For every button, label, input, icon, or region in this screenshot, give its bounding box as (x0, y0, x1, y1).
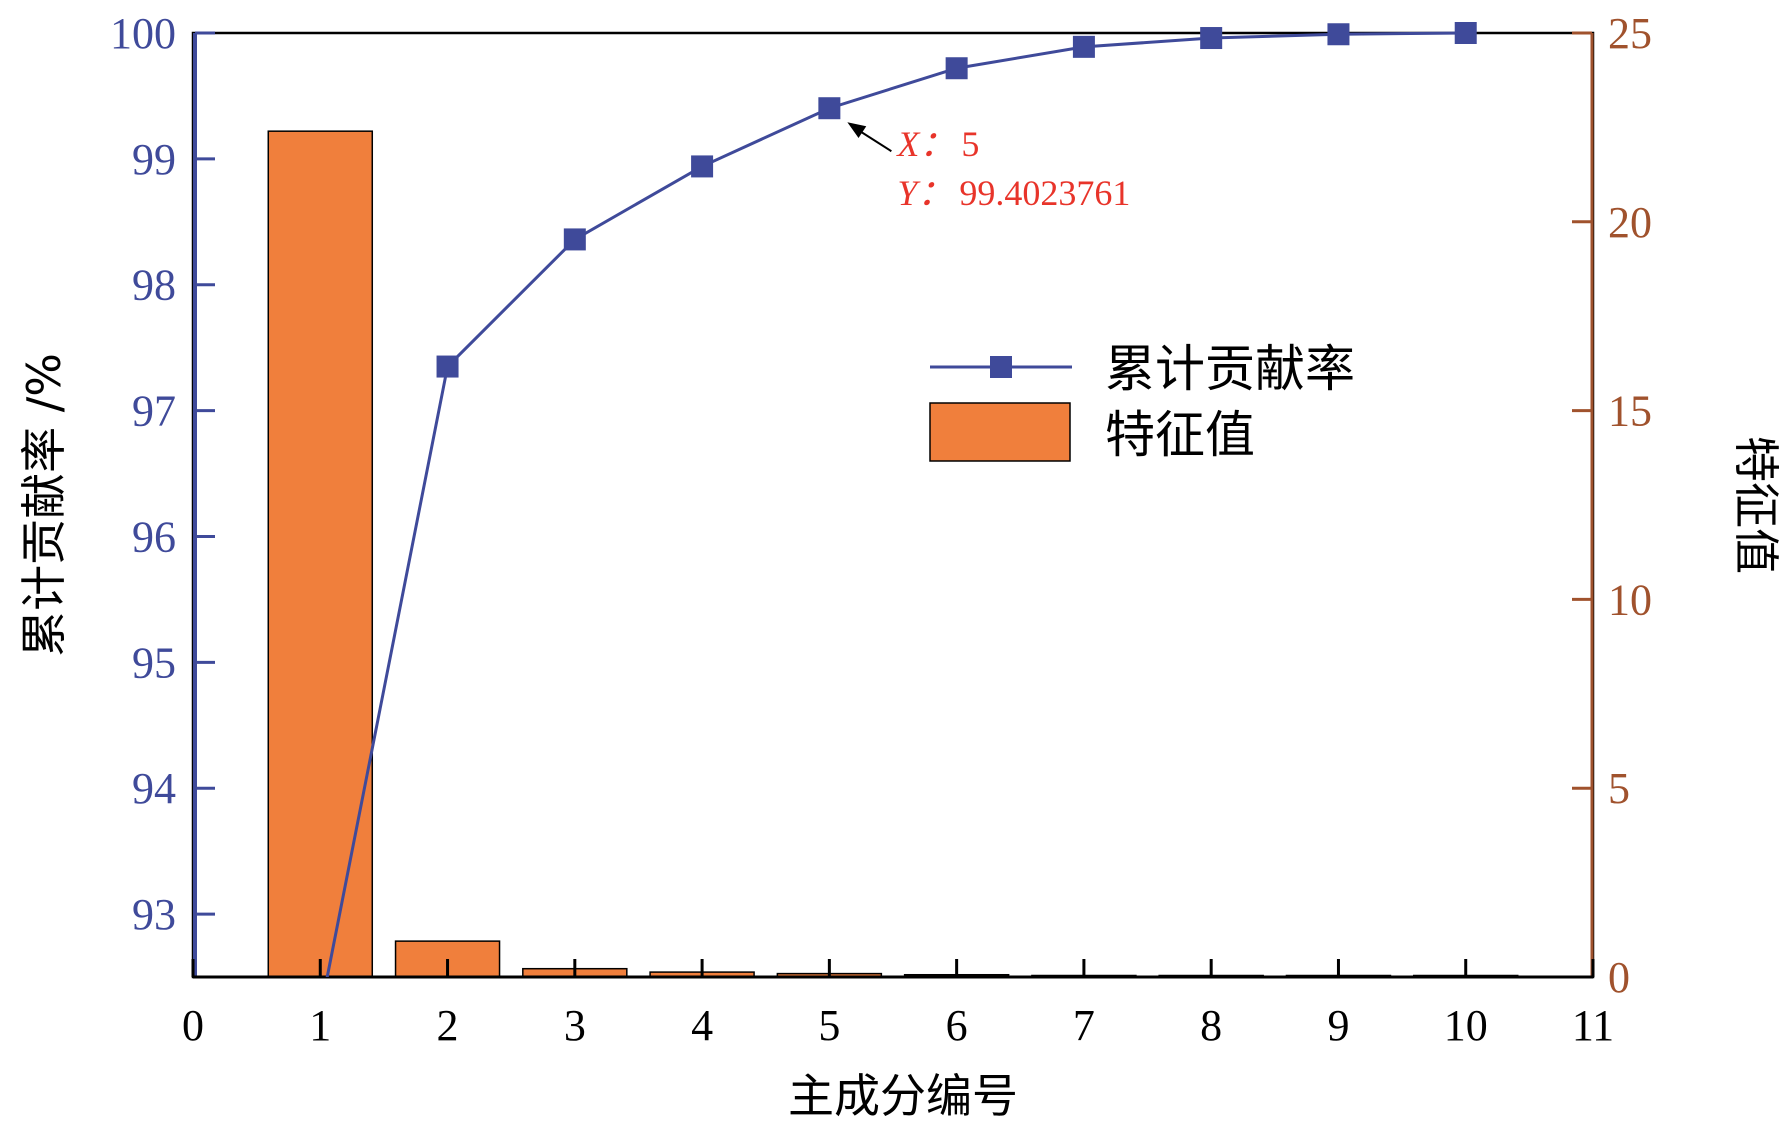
annotation-x: X： 5 (895, 124, 979, 164)
left-axis: 93 94 95 96 97 98 99 100 (110, 9, 215, 977)
left-tick-label-97: 97 (132, 387, 176, 436)
x-tick-label-10: 10 (1444, 1001, 1488, 1050)
x-tick-label-11: 11 (1572, 1001, 1614, 1050)
right-axis: 0 5 10 15 20 25 (1572, 9, 1652, 1002)
y-right-axis-title: 特征值 (1729, 436, 1779, 574)
cumulative-contribution-line (325, 31, 1466, 977)
x-tick-label-0: 0 (182, 1001, 204, 1050)
annotation-x-value: 5 (961, 124, 979, 164)
x-tick-label-8: 8 (1200, 1001, 1222, 1050)
left-tick-label-99: 99 (132, 135, 176, 184)
left-tick-label-95: 95 (132, 638, 176, 687)
legend-bar-swatch (929, 402, 1071, 462)
bar-1 (267, 130, 374, 978)
x-tick-label-4: 4 (691, 1001, 713, 1050)
right-tick-label-15: 15 (1608, 387, 1652, 436)
plot-frame (191, 31, 1595, 979)
line-marker-8 (1200, 27, 1223, 50)
x-tick-label-3: 3 (564, 1001, 586, 1050)
right-tick-label-20: 20 (1608, 198, 1652, 247)
annotation-arrow-head (847, 122, 867, 138)
line-marker-4 (691, 155, 714, 178)
right-tick-label-5: 5 (1608, 764, 1630, 813)
left-tick-label-94: 94 (132, 764, 176, 813)
right-tick-label-25: 25 (1608, 9, 1652, 58)
eigenvalue-bars (267, 130, 1519, 978)
line-marker-6 (945, 57, 968, 80)
right-tick-label-0: 0 (1608, 953, 1630, 1002)
legend-label-cumulative: 累计贡献率 (1105, 340, 1355, 398)
line-marker-5 (818, 97, 841, 120)
x-tick-label-9: 9 (1327, 1001, 1349, 1050)
legend: 累计贡献率 特征值 (929, 340, 1355, 464)
legend-line-marker (990, 356, 1012, 378)
left-tick-label-98: 98 (132, 261, 176, 310)
annotation-y-label: Y： (897, 173, 953, 213)
annotation-x-label: X： (895, 124, 955, 164)
y-left-axis-title: 累计贡献率 /% (17, 353, 71, 657)
x-tick-label-6: 6 (946, 1001, 968, 1050)
x-tick-label-2: 2 (437, 1001, 459, 1050)
line-marker-7 (1072, 35, 1095, 58)
x-tick-label-7: 7 (1073, 1001, 1095, 1050)
annotation-y: Y： 99.4023761 (897, 173, 1130, 213)
bottom-axis: 0 1 2 3 4 5 6 7 8 9 10 11 (182, 959, 1614, 1050)
line-marker-10 (1454, 22, 1477, 44)
left-tick-label-96: 96 (132, 512, 176, 561)
legend-label-eigenvalue: 特征值 (1105, 406, 1255, 464)
line-marker-2 (436, 355, 459, 378)
x-axis-title: 主成分编号 (788, 1069, 1018, 1123)
x-tick-label-5: 5 (818, 1001, 840, 1050)
left-tick-label-93: 93 (132, 890, 176, 939)
right-tick-label-10: 10 (1608, 575, 1652, 624)
line-marker-9 (1327, 23, 1350, 46)
cumulative-contribution-series (325, 22, 1477, 977)
annotation-y-value: 99.4023761 (959, 173, 1130, 213)
data-point-annotation: X： 5 Y： 99.4023761 (847, 122, 1130, 213)
left-tick-label-100: 100 (110, 9, 176, 58)
line-marker-3 (563, 228, 586, 251)
x-tick-label-1: 1 (309, 1001, 331, 1050)
